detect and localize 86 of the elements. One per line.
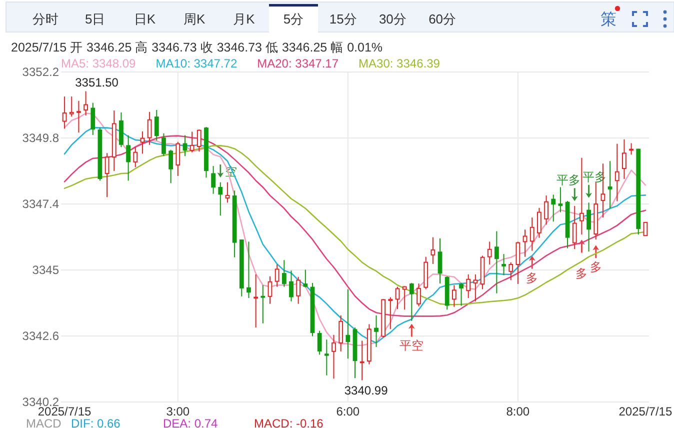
candlestick — [530, 216, 534, 252]
candlestick — [303, 269, 308, 288]
text: MA10: 3347.72 — [156, 56, 238, 70]
candlestick — [409, 282, 414, 322]
candlestick — [402, 286, 407, 310]
candlestick — [487, 241, 492, 265]
text: MACD: -0.16 — [254, 416, 324, 428]
candlestick — [246, 241, 251, 299]
candlestick — [459, 282, 464, 306]
candlestick — [317, 330, 322, 356]
candlestick — [162, 132, 166, 157]
text: 60分 — [428, 12, 456, 26]
candlestick — [346, 288, 350, 360]
candlestick — [338, 314, 344, 352]
candlestick — [104, 152, 110, 198]
candlestick — [76, 100, 81, 133]
text: MA30: 3346.39 — [358, 56, 440, 70]
candlestick — [580, 157, 584, 236]
text: 5分 — [283, 12, 304, 26]
candlestick — [452, 284, 456, 308]
text: MA20: 3347.17 — [257, 56, 339, 70]
x-tick-label: 2025/7/15 — [38, 404, 92, 418]
candlestick — [62, 96, 67, 130]
candlestick — [558, 186, 563, 213]
candlestick — [360, 340, 364, 381]
text: 周K — [183, 12, 206, 26]
candlestick — [516, 241, 520, 285]
annotation: 3351.50 — [75, 75, 119, 90]
candlestick — [112, 110, 116, 172]
candlestick — [154, 109, 159, 141]
data-label: 多 — [576, 266, 588, 281]
y-tick-label: 3352.2 — [22, 65, 60, 80]
candlestick — [260, 284, 266, 324]
candlestick — [466, 274, 471, 299]
candlestick — [614, 143, 620, 202]
data-label: 多 — [590, 260, 602, 274]
candlestick — [289, 270, 294, 302]
y-tick-label: 3347.4 — [22, 197, 60, 212]
text: DEA: 0.74 — [163, 416, 218, 428]
candlestick — [502, 254, 506, 276]
candlestick — [84, 90, 88, 116]
text: 分时 — [32, 12, 58, 26]
candlestick — [586, 202, 591, 252]
text: DIF: 0.66 — [71, 416, 121, 428]
data-label: 多 — [526, 270, 538, 285]
text: 15分 — [329, 12, 357, 26]
data-label: 平多 — [556, 173, 581, 188]
candlestick — [90, 102, 96, 136]
text: 策 — [600, 10, 616, 28]
y-tick-label: 3345 — [32, 263, 60, 278]
candlestick — [366, 324, 372, 365]
candlestick — [594, 182, 598, 240]
text: 5日 — [84, 12, 106, 26]
candlestick — [622, 138, 626, 180]
candlestick — [522, 229, 528, 258]
candlestick — [254, 274, 258, 328]
annotation: 3340.99 — [344, 383, 388, 398]
text: MACD — [26, 416, 62, 428]
data-label: 平空 — [400, 338, 424, 353]
x-tick-label: 2025/7/15 — [618, 404, 672, 418]
candlestick — [168, 149, 174, 184]
candlestick — [282, 260, 286, 288]
candlestick — [218, 182, 223, 216]
candlestick — [608, 160, 612, 209]
candlestick — [211, 166, 216, 194]
candlestick — [374, 314, 378, 348]
x-tick-label: 3:00 — [166, 404, 190, 418]
candlestick — [551, 194, 556, 222]
text: 日K — [134, 12, 156, 26]
candlestick — [268, 276, 272, 304]
text: 月K — [233, 12, 256, 26]
candlestick — [126, 134, 130, 182]
candlestick — [332, 334, 336, 380]
x-tick-label: 6:00 — [336, 404, 360, 418]
x-tick-label: 8:00 — [506, 404, 530, 418]
candlestick — [182, 134, 188, 157]
text: 30分 — [378, 12, 406, 26]
candlestick — [438, 238, 442, 284]
y-tick-label: 3342.6 — [22, 329, 60, 344]
candlestick — [494, 230, 499, 294]
candlestick — [147, 111, 152, 146]
candlestick — [430, 236, 436, 264]
text: MA5: 3348.09 — [61, 56, 136, 70]
text: 2025/7/15 开 3346.25 高 3346.73 收 3346.73 低 3346.25 幅 0.01% — [11, 40, 383, 54]
y-tick-label: 3349.8 — [22, 131, 60, 146]
candlestick — [324, 339, 329, 376]
